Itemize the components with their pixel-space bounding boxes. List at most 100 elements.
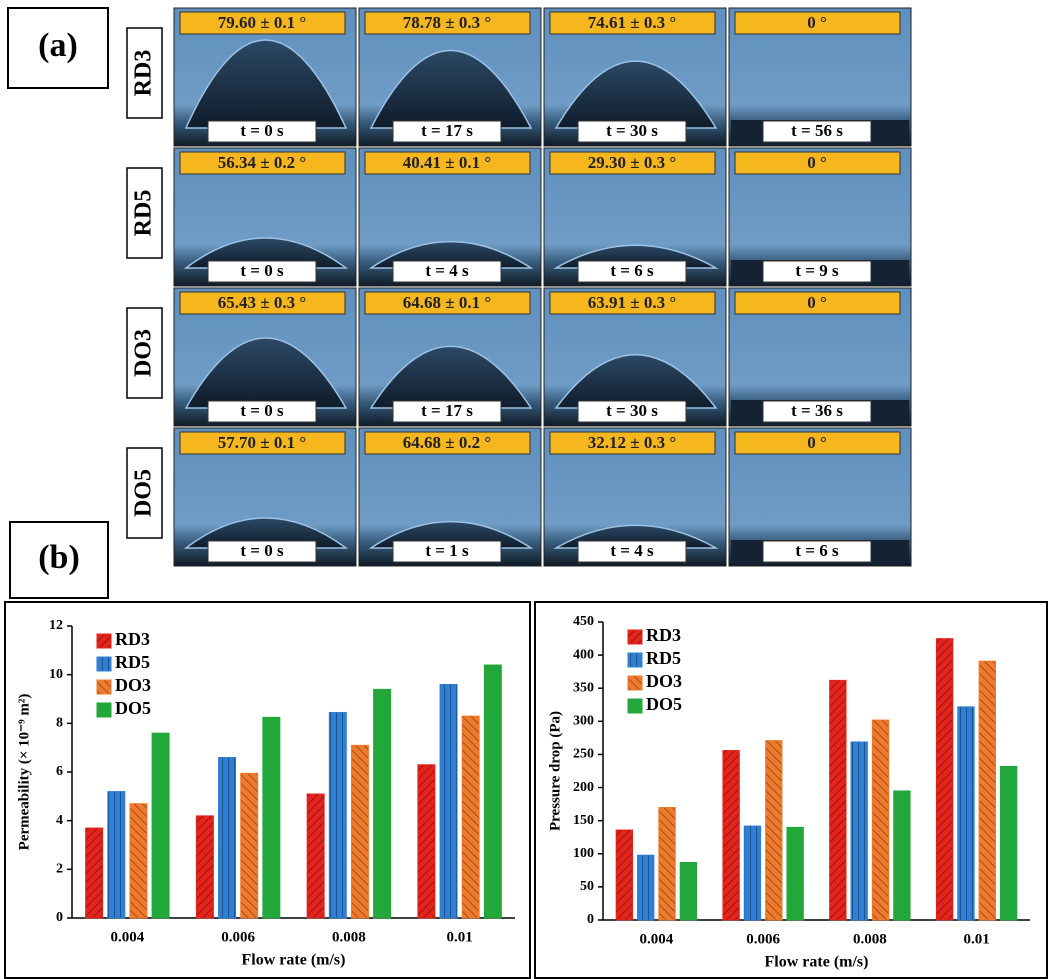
y-tick-label: 400: [573, 647, 594, 662]
bar: [851, 742, 868, 920]
legend-label: DO5: [115, 698, 151, 718]
time-label: t = 0 s: [240, 541, 284, 560]
angle-label: 0 °: [807, 433, 827, 452]
panel-label: (a): [38, 27, 78, 64]
row-label: RD3: [131, 50, 157, 97]
bar: [329, 712, 346, 918]
bar: [218, 757, 235, 918]
bar: [872, 720, 889, 920]
time-label: t = 0 s: [240, 261, 284, 280]
x-tick-label: 0.008: [332, 929, 366, 945]
y-tick-label: 8: [56, 716, 63, 731]
bar: [680, 862, 697, 920]
y-tick-label: 2: [56, 862, 63, 877]
time-label: t = 56 s: [791, 121, 843, 140]
angle-label: 32.12 ± 0.3 °: [588, 433, 676, 452]
angle-label: 64.68 ± 0.2 °: [403, 433, 491, 452]
bar: [462, 716, 479, 918]
angle-label: 63.91 ± 0.3 °: [588, 293, 676, 312]
time-label: t = 1 s: [425, 541, 469, 560]
y-tick-label: 6: [56, 764, 63, 779]
row-label: RD5: [131, 190, 157, 237]
y-tick-label: 100: [573, 846, 594, 861]
legend-swatch: [97, 634, 111, 648]
y-axis-label: Pressure drop (Pa): [547, 711, 563, 831]
bar: [484, 665, 501, 918]
bar: [637, 855, 654, 920]
bar: [830, 680, 847, 920]
time-label: t = 4 s: [425, 261, 469, 280]
angle-label: 78.78 ± 0.3 °: [403, 13, 491, 32]
legend-swatch: [628, 653, 642, 667]
y-tick-label: 0: [587, 912, 594, 927]
y-tick-label: 150: [573, 813, 594, 828]
angle-label: 29.30 ± 0.3 °: [588, 153, 676, 172]
time-label: t = 30 s: [606, 401, 658, 420]
angle-label: 56.34 ± 0.2 °: [218, 153, 306, 172]
x-tick-label: 0.006: [221, 929, 255, 945]
time-label: t = 0 s: [240, 121, 284, 140]
legend-label: DO3: [646, 671, 682, 691]
bar: [616, 830, 633, 920]
bar: [766, 741, 783, 920]
angle-label: 40.41 ± 0.1 °: [403, 153, 491, 172]
row-label: DO3: [131, 329, 157, 377]
time-label: t = 17 s: [421, 401, 473, 420]
bar: [374, 689, 391, 918]
legend-swatch: [628, 630, 642, 644]
y-tick-label: 4: [56, 813, 63, 828]
x-tick-label: 0.01: [964, 931, 990, 947]
legend-swatch: [628, 676, 642, 690]
bar: [241, 773, 258, 918]
bar: [958, 707, 975, 920]
angle-label: 64.68 ± 0.1 °: [403, 293, 491, 312]
angle-label: 57.70 ± 0.1 °: [218, 433, 306, 452]
row-label: DO5: [131, 469, 157, 517]
y-tick-label: 50: [580, 879, 594, 894]
x-axis-label: Flow rate (m/s): [242, 952, 346, 969]
time-label: t = 6 s: [610, 261, 654, 280]
bar: [894, 791, 911, 920]
time-label: t = 6 s: [795, 541, 839, 560]
bar: [86, 828, 103, 918]
y-tick-label: 12: [49, 618, 63, 633]
panel-label: (b): [38, 539, 80, 576]
time-label: t = 0 s: [240, 401, 284, 420]
legend-swatch: [97, 703, 111, 717]
legend-label: RD5: [646, 648, 681, 668]
y-axis-label: Permeability (× 10⁻⁹ m²): [16, 694, 32, 851]
angle-label: 0 °: [807, 13, 827, 32]
bar: [979, 661, 996, 920]
time-label: t = 30 s: [606, 121, 658, 140]
y-tick-label: 450: [573, 614, 594, 629]
legend-swatch: [628, 699, 642, 713]
bar: [152, 733, 169, 918]
angle-label: 65.43 ± 0.3 °: [218, 293, 306, 312]
y-tick-label: 10: [49, 667, 63, 682]
time-label: t = 17 s: [421, 121, 473, 140]
bar: [418, 765, 435, 918]
time-label: t = 36 s: [791, 401, 843, 420]
legend-label: RD5: [115, 652, 150, 672]
legend-swatch: [97, 657, 111, 671]
legend-swatch: [97, 680, 111, 694]
y-tick-label: 350: [573, 680, 594, 695]
bar: [723, 750, 740, 920]
time-label: t = 9 s: [795, 261, 839, 280]
y-tick-label: 250: [573, 747, 594, 762]
bar: [440, 684, 457, 918]
legend-label: DO5: [646, 694, 682, 714]
x-tick-label: 0.004: [640, 931, 674, 947]
bar: [108, 791, 125, 918]
angle-label: 74.61 ± 0.3 °: [588, 13, 676, 32]
x-tick-label: 0.006: [746, 931, 780, 947]
x-axis-label: Flow rate (m/s): [765, 954, 869, 971]
bar: [659, 807, 676, 920]
y-tick-label: 300: [573, 714, 594, 729]
time-label: t = 4 s: [610, 541, 654, 560]
bar: [130, 804, 147, 918]
angle-label: 79.60 ± 0.1 °: [218, 13, 306, 32]
bar: [196, 816, 213, 918]
legend-label: RD3: [115, 629, 150, 649]
x-tick-label: 0.01: [447, 929, 473, 945]
